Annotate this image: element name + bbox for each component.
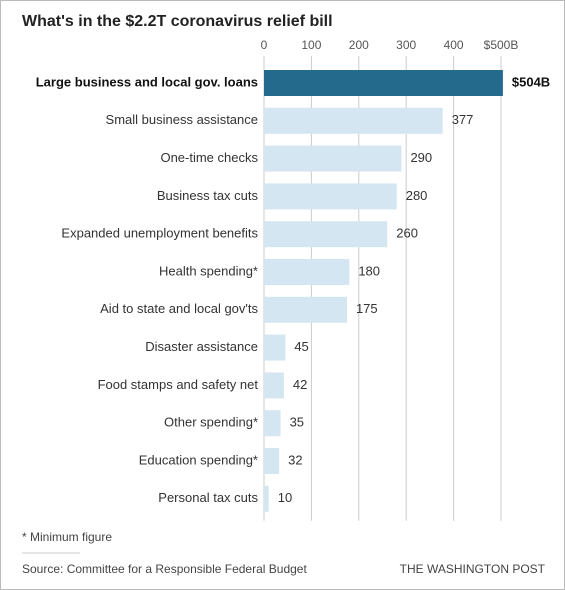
value-label: 32 [288,452,302,467]
x-tick-label: 100 [301,38,321,52]
y-tick-label: Other spending* [164,415,258,430]
value-label: 35 [290,415,304,430]
bar [264,410,281,437]
value-label: 42 [293,377,307,392]
x-tick-label: 0 [261,38,268,52]
bar [264,107,443,134]
value-label: 377 [452,112,474,127]
bar [264,372,284,399]
value-label: 45 [294,339,308,354]
value-label: 175 [356,301,378,316]
bar [264,448,280,474]
y-tick-label: Health spending* [159,263,258,278]
bar [264,485,269,512]
bar [264,296,347,323]
value-label: 260 [396,226,418,241]
value-label: 10 [278,490,292,505]
y-tick-label: Business tax cuts [157,188,259,203]
y-tick-label: Small business assistance [106,112,258,127]
y-tick-label: Education spending* [139,452,258,467]
y-tick-label: Food stamps and safety net [98,377,259,392]
x-tick-label: 400 [444,38,464,52]
y-tick-label: Expanded unemployment benefits [61,226,258,241]
credit: THE WASHINGTON POST [400,562,546,576]
y-tick-label: Aid to state and local gov'ts [100,301,258,316]
y-tick-label: Personal tax cuts [158,490,258,505]
source: Source: Committee for a Responsible Fede… [22,562,307,576]
x-tick-label: 300 [396,38,416,52]
chart-title: What's in the $2.2T coronavirus relief b… [22,13,333,30]
bar [264,259,350,285]
footnote: * Minimum figure [22,530,112,544]
y-tick-label: One-time checks [160,150,258,165]
value-label: 180 [358,263,380,278]
bar [264,221,388,248]
value-label: $504B [512,74,550,89]
bar [264,334,286,361]
value-label: 280 [406,188,428,203]
value-label: 290 [410,150,432,165]
y-tick-label: Disaster assistance [145,339,258,354]
x-tick-label: $500B [484,38,519,52]
bar [264,183,397,210]
bar [264,145,402,172]
y-tick-label: Large business and local gov. loans [36,74,258,89]
bar [264,70,503,96]
x-tick-label: 200 [349,38,369,52]
